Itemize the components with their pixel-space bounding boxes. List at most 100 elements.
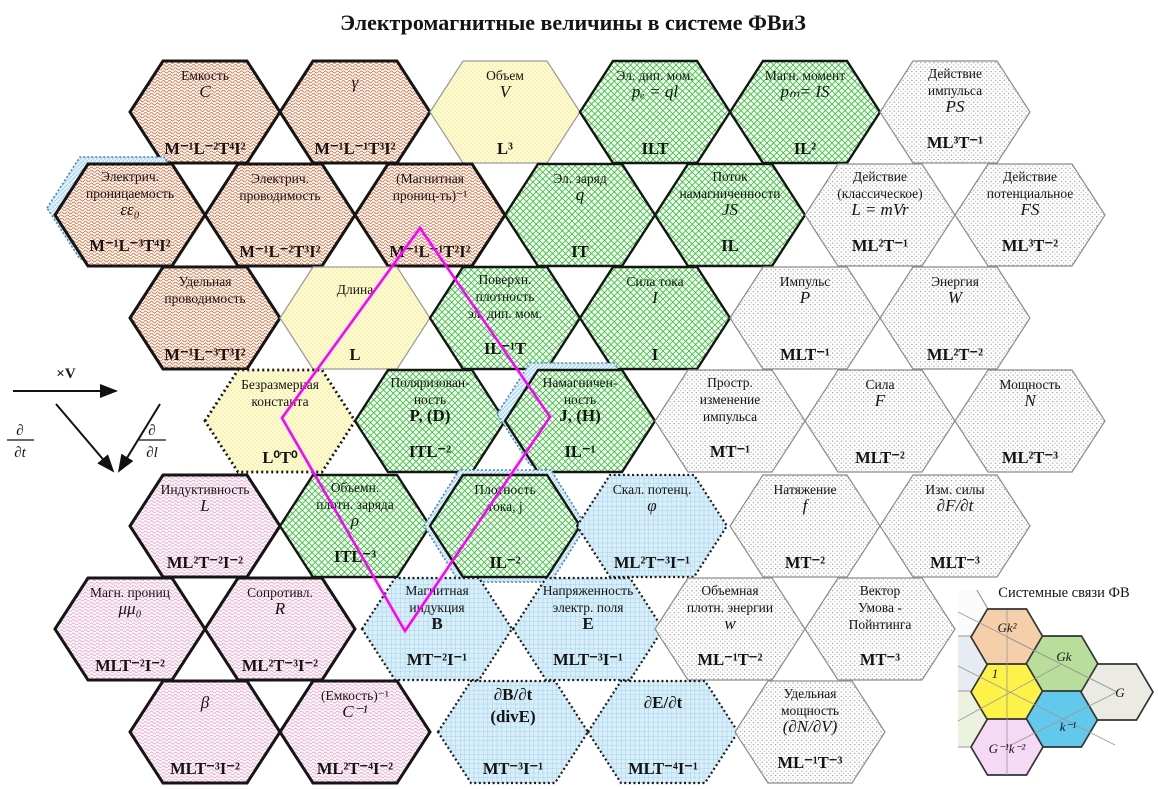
hex-label: ILT: [642, 139, 669, 158]
hex-label: изменение: [700, 392, 761, 407]
hexagon-resistance: Сопротивл.R ML²T⁻³I⁻²: [203, 576, 357, 682]
hex-label: Электрич.: [101, 169, 159, 184]
hexagon-db-dt: ∂B/∂t (divE) MT⁻³I⁻¹: [436, 679, 590, 785]
hex-label: Сопротивл.: [247, 585, 313, 600]
hex-label: εε₀: [120, 200, 139, 219]
hex-label: ML²T⁻³I⁻¹: [614, 553, 690, 572]
hex-label: MLT⁻¹: [780, 345, 830, 364]
hex-label: ML²T⁻³I⁻²: [242, 656, 318, 675]
hex-label: Простр.: [707, 375, 753, 390]
hex-label: w: [724, 614, 736, 633]
hex-label: MLT⁻³I⁻¹: [553, 650, 623, 669]
hex-label: Сила тока: [626, 274, 683, 289]
time-derivative-fraction: ∂ ∂t: [7, 423, 34, 461]
hex-label: ITL⁻²: [409, 442, 451, 461]
hex-label: электр. поля: [553, 600, 624, 615]
hex-label: намагниченности: [679, 186, 780, 201]
hex-label: Объемн.: [331, 480, 379, 495]
hex-label: Удельная: [179, 274, 232, 289]
hex-label: ∂E/∂t: [644, 693, 683, 712]
hex-label: Сила: [866, 377, 895, 392]
hex-label: L³: [497, 139, 513, 158]
hex-label: q: [576, 185, 585, 204]
hex-label: M⁻¹L⁻²T⁴I²: [164, 139, 245, 158]
hex-label: ρ: [350, 511, 359, 530]
hex-label: ML²T⁻⁴I⁻²: [317, 759, 393, 778]
hex-label: Натяжение: [774, 482, 837, 497]
hex-label: F: [874, 391, 886, 410]
hex-label: проводимость: [239, 188, 320, 203]
hex-label: ML³T⁻²: [1002, 236, 1058, 255]
hex-label: Умова -: [858, 600, 902, 615]
hex-label: импульса: [928, 83, 982, 98]
hex-label: Емкость: [181, 68, 229, 83]
mini-connector-line: [1006, 691, 1118, 748]
mini-diagram-title: Системные связи ФВ: [998, 585, 1129, 601]
hexagon-surface-density-edm: Поверхн. плотность эл. дип. мом. IL⁻¹T: [428, 265, 582, 371]
hex-label: Эл. заряд: [553, 171, 607, 186]
hex-label: R: [274, 599, 286, 618]
hex-label: N: [1023, 391, 1037, 410]
hex-label: ML⁻¹T⁻³: [778, 753, 843, 772]
hex-label: C⁻¹: [342, 702, 367, 721]
hex-label: плотн. энергии: [687, 600, 773, 615]
hex-label: Мощность: [999, 377, 1060, 392]
partial-l-denominator: ∂l: [146, 445, 158, 461]
hex-label: (Магнитная: [396, 171, 464, 186]
hex-label: Пойнтинга: [849, 617, 912, 632]
system-links-mini-diagram: Gk² Gk 1 k⁻¹ G G⁻¹k⁻²: [957, 590, 1154, 776]
hex-label: β: [200, 693, 210, 712]
hex-label: (Емкость)⁻¹: [321, 688, 389, 703]
hex-shape: [804, 577, 956, 681]
hex-label: M⁻¹L⁻³T⁴I²: [89, 236, 170, 255]
hex-label: прониц-ть)⁻¹: [393, 188, 468, 203]
hex-label: W: [948, 288, 964, 307]
highlight-contour: [280, 225, 552, 634]
hex-label: f: [803, 496, 810, 515]
hex-label: pₑ = ql: [631, 82, 678, 101]
hex-label: B: [431, 614, 442, 633]
hex-label: ность: [414, 392, 446, 407]
hex-label: Длина: [337, 282, 373, 297]
hex-label: MT⁻²: [785, 553, 825, 572]
hex-label: (divE): [490, 707, 535, 726]
hex-label: (∂N/∂V): [783, 717, 838, 736]
hex-label: L = mVr: [850, 200, 909, 219]
hex-shape: [511, 576, 665, 682]
hexagon-specific-conductivity: Удельная проводимость M⁻¹L⁻³T³I²: [128, 265, 282, 371]
hex-label: MT⁻³: [860, 650, 900, 669]
hex-label: φ: [647, 496, 656, 515]
hex-label: I: [652, 345, 658, 364]
hex-label: Поток: [712, 169, 748, 184]
hex-label: Электрич.: [251, 171, 309, 186]
hex-label: ITL⁻³: [334, 547, 376, 566]
hex-label: IL²: [794, 139, 816, 158]
hexagon-electric-dipole-moment: Эл. дип. мом.pₑ = ql ILT: [578, 59, 732, 165]
hex-label: (классическое): [837, 186, 922, 201]
hex-label: MT⁻³I⁻¹: [483, 759, 543, 778]
length-derivative-fraction: ∂ ∂l: [139, 423, 166, 461]
hexagon-de-dt: ∂E/∂t MLT⁻⁴I⁻¹: [586, 679, 740, 785]
hex-label: ML²T⁻¹: [852, 236, 908, 255]
hex-shape: [436, 679, 590, 785]
hexagon-current-density: Плотность тока, j IL⁻²: [423, 469, 587, 583]
hex-label: мощность: [781, 703, 839, 718]
hex-label: JS: [722, 200, 739, 219]
hex-label: импульса: [703, 409, 757, 424]
hex-label: Поляризован-: [390, 375, 470, 390]
hex-shape: [954, 369, 1106, 473]
hex-label: тока, j: [487, 499, 522, 514]
hex-label: ML²T⁻²I⁻²: [167, 553, 243, 572]
hex-label: L: [349, 345, 360, 364]
mini-hex-label: G⁻¹k⁻²: [989, 741, 1027, 756]
